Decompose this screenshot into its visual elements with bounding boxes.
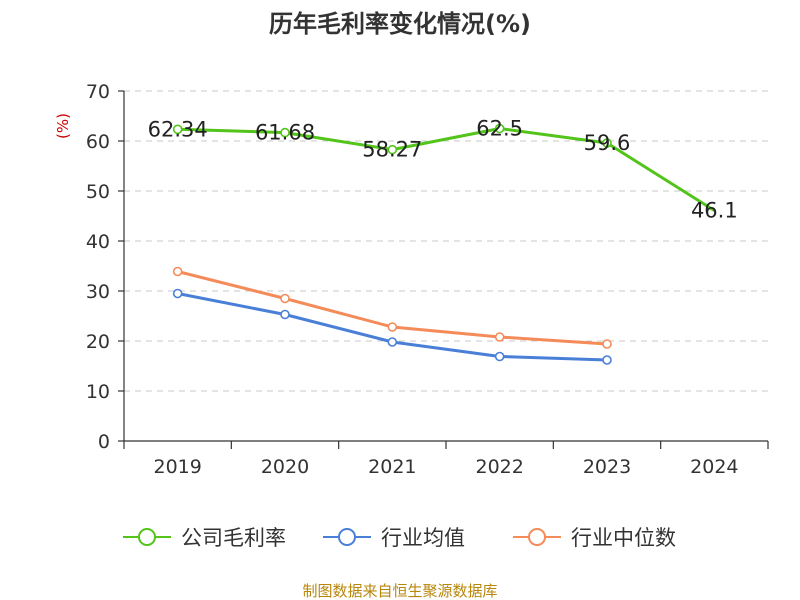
x-tick-label: 2020	[261, 456, 309, 478]
legend-marker	[528, 528, 546, 546]
y-tick-label: 50	[86, 181, 110, 203]
data-point	[494, 351, 505, 362]
data-point	[387, 322, 398, 332]
x-tick-label: 2019	[153, 456, 201, 478]
data-point	[387, 144, 398, 155]
legend: 公司毛利率 行业均值 行业中位数	[123, 526, 676, 550]
legend-marker	[138, 528, 156, 546]
chart-title: 历年毛利率变化情况(%)	[269, 10, 531, 38]
legend-label: 行业均值	[381, 526, 465, 550]
y-tick-label: 20	[86, 331, 110, 353]
legend-marker	[338, 528, 356, 546]
y-tick-label: 30	[86, 281, 110, 303]
x-tick-label: 2024	[690, 456, 738, 478]
x-tick-label: 2023	[583, 456, 631, 478]
legend-label: 公司毛利率	[181, 526, 286, 550]
data-label: 46.1	[691, 199, 738, 223]
source-note: 制图数据来自恒生聚源数据库	[302, 582, 497, 600]
y-tick-label: 60	[86, 131, 110, 153]
series-line-0	[176, 127, 716, 212]
y-unit-label: (%)	[54, 113, 72, 139]
data-point	[387, 337, 398, 347]
gridlines	[124, 90, 768, 392]
data-label: 62.5	[476, 117, 523, 141]
data-label: 62.34	[148, 117, 208, 141]
y-tick-label: 10	[86, 381, 110, 403]
y-tick-label: 40	[86, 231, 110, 253]
data-point	[602, 355, 612, 365]
data-labels: 62.34 61.68 58.27 62.5 59.6 46.1	[148, 117, 738, 223]
legend-label: 行业中位数	[571, 526, 676, 550]
data-point	[172, 124, 183, 135]
data-point	[602, 339, 612, 349]
data-point	[602, 138, 612, 148]
data-point	[280, 127, 290, 138]
data-point	[172, 266, 183, 277]
data-point	[172, 288, 183, 299]
x-tick-label: 2022	[475, 456, 523, 478]
data-point	[494, 123, 505, 134]
axes: 0 10 20 30 40 50 60 70 2019 2020 2021 2022 2023 2024	[86, 81, 769, 478]
data-label: 61.68	[255, 121, 315, 145]
x-tick-label: 2021	[368, 456, 416, 478]
y-tick-label: 70	[86, 81, 110, 103]
data-label: 59.6	[584, 131, 631, 155]
data-point	[280, 293, 290, 304]
data-label: 58.27	[362, 138, 422, 162]
data-point	[280, 309, 290, 320]
series-line-2	[176, 270, 609, 346]
series	[172, 123, 716, 365]
y-tick-label: 0	[98, 431, 110, 453]
data-point	[494, 332, 505, 342]
